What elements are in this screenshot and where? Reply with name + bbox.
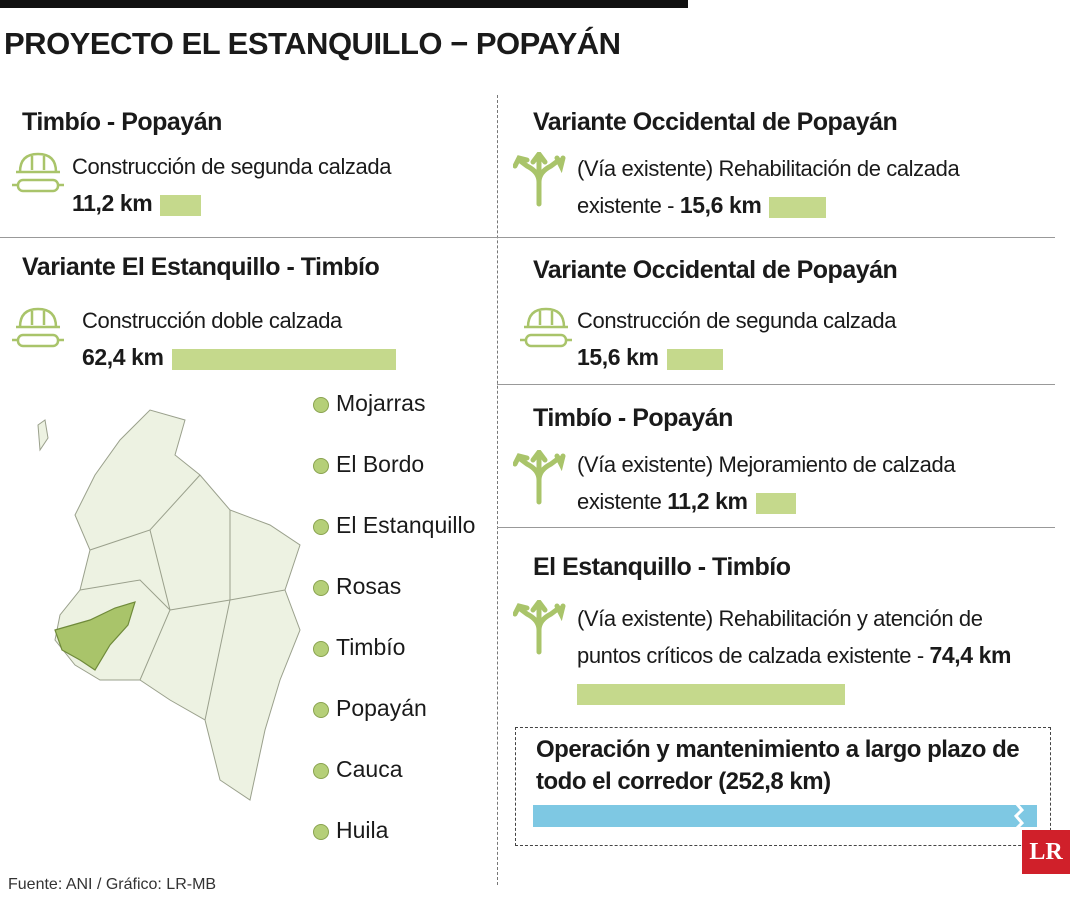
legend-dot (313, 519, 329, 535)
description-block: (Vía existente) Mejoramiento de calzada … (577, 446, 997, 520)
description: Construcción de segunda calzada (72, 154, 392, 179)
length-label: 11,2 km (72, 190, 153, 216)
description-block: Construcción doble calzada 62,4 km (82, 302, 482, 376)
length-label: 62,4 km (82, 344, 164, 370)
icon-helmet (520, 307, 572, 348)
legend-dot (313, 702, 329, 718)
description: Construcción de segunda calzada (577, 308, 897, 333)
rule (0, 237, 1055, 238)
legend-label: Popayán (336, 695, 427, 721)
length-bar (666, 348, 723, 370)
logo: LR (1022, 830, 1070, 874)
icon (512, 149, 567, 213)
legend-label: Rosas (336, 573, 402, 599)
description-block: (Vía existente) Rehabilitación de calzad… (577, 150, 997, 224)
length-bar (160, 194, 201, 216)
length-label: 15,6 km (679, 192, 762, 218)
break-mark (1013, 803, 1025, 829)
legend-dot (313, 397, 329, 413)
icon-helmet (12, 152, 64, 193)
legend-dot (313, 763, 329, 779)
icon (12, 150, 66, 211)
source: Fuente: ANI / Gráfico: LR-MB (8, 876, 217, 893)
icon (512, 597, 567, 661)
legend-dot (313, 458, 329, 474)
description-block: Construcción de segunda calzada 11,2 km (72, 148, 472, 222)
length-bar (755, 492, 796, 514)
legend-dot (313, 641, 329, 657)
rule (497, 527, 1055, 528)
description: (Vía existente) Rehabilitación de calzad… (577, 156, 960, 218)
rule (497, 384, 1055, 385)
divider (497, 95, 498, 885)
length-bar (171, 348, 397, 370)
icon (520, 305, 574, 366)
description: (Vía existente) Rehabilitación y atenció… (577, 606, 983, 668)
summary-box: Operación y mantenimiento a largo plazo … (515, 727, 1051, 846)
legend-label: El Estanquillo (336, 512, 476, 538)
legend-label: Mojarras (336, 390, 426, 416)
length-bar (577, 683, 845, 705)
section-title: Variante El Estanquillo - Timbío (22, 253, 380, 281)
description-block: (Vía existente) Rehabilitación y atenció… (577, 600, 1047, 711)
section-title: El Estanquillo - Timbío (533, 553, 791, 581)
icon-road (512, 149, 566, 207)
section-title: Variante Occidental de Popayán (533, 108, 898, 136)
section-title: Timbío - Popayán (22, 108, 222, 136)
section-title: Timbío - Popayán (533, 404, 733, 432)
summary-text: Operación y mantenimiento a largo plazo … (536, 736, 1020, 795)
icon (12, 305, 66, 366)
length-label: 74,4 km (929, 642, 1012, 668)
description-block: Construcción de segunda calzada 15,6 km (577, 302, 997, 376)
cauca-region (54, 601, 136, 671)
description: (Vía existente) Mejoramiento de calzada … (577, 452, 956, 514)
icon-helmet (12, 307, 64, 348)
description: Construcción doble calzada (82, 308, 342, 333)
legend-dot (313, 580, 329, 596)
icon (512, 447, 567, 511)
length-label: 11,2 km (667, 488, 748, 514)
legend-label: Cauca (336, 756, 403, 782)
top-band (0, 0, 688, 8)
icon-road (512, 447, 566, 505)
summary-bar (533, 805, 1037, 827)
legend-label: Timbío (336, 634, 406, 660)
length-label: 15,6 km (577, 344, 659, 370)
icon-road (512, 597, 566, 655)
legend-label: El Bordo (336, 451, 425, 477)
page-title: PROYECTO EL ESTANQUILLO − POPAYÁN (4, 26, 621, 61)
legend-dot (313, 824, 329, 840)
section-title: Variante Occidental de Popayán (533, 256, 898, 284)
length-bar (769, 196, 826, 218)
legend-label: Huila (336, 817, 389, 843)
map (37, 409, 301, 801)
